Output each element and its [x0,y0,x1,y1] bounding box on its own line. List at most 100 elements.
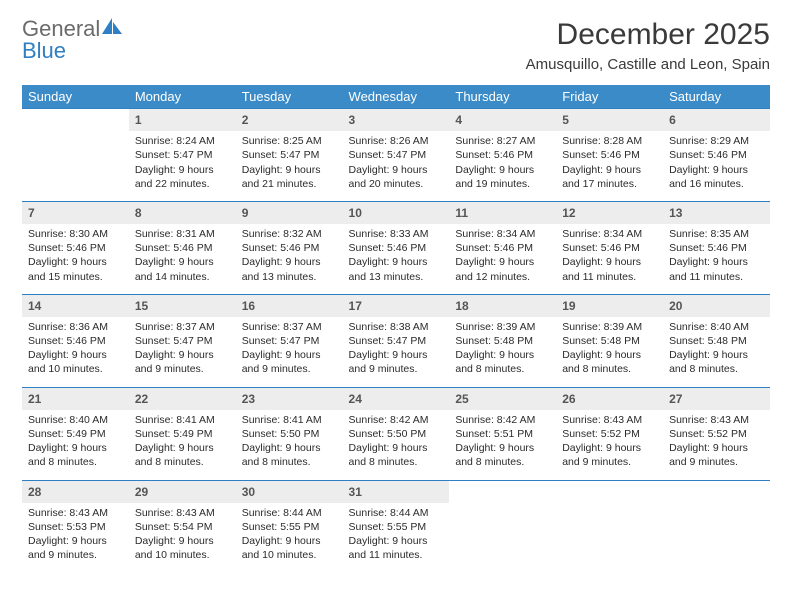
daylight-text: Daylight: 9 hours and 22 minutes. [135,163,230,191]
sunrise-text: Sunrise: 8:44 AM [349,506,444,520]
daylight-text: Daylight: 9 hours and 21 minutes. [242,163,337,191]
day-number-cell: 11 [449,201,556,224]
sunset-text: Sunset: 5:47 PM [135,148,230,162]
page-title: December 2025 [526,18,770,52]
sunrise-text: Sunrise: 8:41 AM [242,413,337,427]
day-number-cell: 22 [129,387,236,410]
day-detail-cell: Sunrise: 8:28 AMSunset: 5:46 PMDaylight:… [556,131,663,201]
day-number-cell: 5 [556,109,663,132]
day-number-cell: 29 [129,480,236,503]
sunrise-text: Sunrise: 8:44 AM [242,506,337,520]
sunset-text: Sunset: 5:47 PM [135,334,230,348]
day-detail-cell: Sunrise: 8:29 AMSunset: 5:46 PMDaylight:… [663,131,770,201]
day-detail-cell: Sunrise: 8:27 AMSunset: 5:46 PMDaylight:… [449,131,556,201]
calendar-head: Sunday Monday Tuesday Wednesday Thursday… [22,85,770,109]
detail-row: Sunrise: 8:24 AMSunset: 5:47 PMDaylight:… [22,131,770,201]
day-detail-cell: Sunrise: 8:40 AMSunset: 5:49 PMDaylight:… [22,410,129,480]
day-number-cell: 1 [129,109,236,132]
day-detail-cell: Sunrise: 8:37 AMSunset: 5:47 PMDaylight:… [236,317,343,387]
day-number-cell: 12 [556,201,663,224]
day-detail-cell: Sunrise: 8:41 AMSunset: 5:49 PMDaylight:… [129,410,236,480]
detail-row: Sunrise: 8:36 AMSunset: 5:46 PMDaylight:… [22,317,770,387]
day-number-cell [22,109,129,132]
day-detail-cell [449,503,556,573]
sunrise-text: Sunrise: 8:27 AM [455,134,550,148]
sunset-text: Sunset: 5:50 PM [242,427,337,441]
sunset-text: Sunset: 5:50 PM [349,427,444,441]
sunset-text: Sunset: 5:47 PM [349,334,444,348]
day-detail-cell: Sunrise: 8:34 AMSunset: 5:46 PMDaylight:… [449,224,556,294]
sunrise-text: Sunrise: 8:30 AM [28,227,123,241]
day-number-cell: 15 [129,294,236,317]
daynum-row: 28293031 [22,480,770,503]
sunset-text: Sunset: 5:52 PM [669,427,764,441]
day-detail-cell: Sunrise: 8:43 AMSunset: 5:54 PMDaylight:… [129,503,236,573]
sunrise-text: Sunrise: 8:33 AM [349,227,444,241]
sunrise-text: Sunrise: 8:41 AM [135,413,230,427]
daylight-text: Daylight: 9 hours and 11 minutes. [562,255,657,283]
day-number-cell: 27 [663,387,770,410]
day-detail-cell: Sunrise: 8:43 AMSunset: 5:52 PMDaylight:… [663,410,770,480]
day-detail-cell: Sunrise: 8:43 AMSunset: 5:53 PMDaylight:… [22,503,129,573]
day-detail-cell: Sunrise: 8:30 AMSunset: 5:46 PMDaylight:… [22,224,129,294]
day-detail-cell: Sunrise: 8:26 AMSunset: 5:47 PMDaylight:… [343,131,450,201]
brand-blue: Blue [22,38,66,63]
calendar-body: 123456Sunrise: 8:24 AMSunset: 5:47 PMDay… [22,109,770,573]
weekday-row: Sunday Monday Tuesday Wednesday Thursday… [22,85,770,109]
sunrise-text: Sunrise: 8:37 AM [135,320,230,334]
calendar-page: General Blue December 2025 Amusquillo, C… [0,0,792,590]
sunrise-text: Sunrise: 8:34 AM [455,227,550,241]
day-number-cell: 19 [556,294,663,317]
sunrise-text: Sunrise: 8:40 AM [669,320,764,334]
daylight-text: Daylight: 9 hours and 10 minutes. [28,348,123,376]
weekday-header: Monday [129,85,236,109]
sunset-text: Sunset: 5:49 PM [28,427,123,441]
sunrise-text: Sunrise: 8:42 AM [349,413,444,427]
day-detail-cell: Sunrise: 8:31 AMSunset: 5:46 PMDaylight:… [129,224,236,294]
daylight-text: Daylight: 9 hours and 12 minutes. [455,255,550,283]
detail-row: Sunrise: 8:30 AMSunset: 5:46 PMDaylight:… [22,224,770,294]
sunrise-text: Sunrise: 8:32 AM [242,227,337,241]
sunset-text: Sunset: 5:46 PM [669,148,764,162]
detail-row: Sunrise: 8:43 AMSunset: 5:53 PMDaylight:… [22,503,770,573]
day-detail-cell: Sunrise: 8:35 AMSunset: 5:46 PMDaylight:… [663,224,770,294]
day-number-cell: 17 [343,294,450,317]
day-detail-cell: Sunrise: 8:24 AMSunset: 5:47 PMDaylight:… [129,131,236,201]
day-number-cell: 23 [236,387,343,410]
daylight-text: Daylight: 9 hours and 11 minutes. [349,534,444,562]
daylight-text: Daylight: 9 hours and 10 minutes. [242,534,337,562]
daynum-row: 14151617181920 [22,294,770,317]
day-number-cell: 9 [236,201,343,224]
sunset-text: Sunset: 5:54 PM [135,520,230,534]
day-number-cell [556,480,663,503]
sunset-text: Sunset: 5:46 PM [455,241,550,255]
brand-text: General Blue [22,18,124,62]
weekday-header: Thursday [449,85,556,109]
sunset-text: Sunset: 5:49 PM [135,427,230,441]
sunrise-text: Sunrise: 8:43 AM [669,413,764,427]
weekday-header: Tuesday [236,85,343,109]
sunrise-text: Sunrise: 8:43 AM [28,506,123,520]
day-number-cell: 31 [343,480,450,503]
sunset-text: Sunset: 5:46 PM [242,241,337,255]
day-number-cell: 30 [236,480,343,503]
sunset-text: Sunset: 5:48 PM [669,334,764,348]
sunrise-text: Sunrise: 8:31 AM [135,227,230,241]
day-detail-cell: Sunrise: 8:33 AMSunset: 5:46 PMDaylight:… [343,224,450,294]
title-block: December 2025 Amusquillo, Castille and L… [526,18,770,73]
day-number-cell [663,480,770,503]
day-detail-cell [22,131,129,201]
day-detail-cell: Sunrise: 8:32 AMSunset: 5:46 PMDaylight:… [236,224,343,294]
sunset-text: Sunset: 5:51 PM [455,427,550,441]
day-detail-cell: Sunrise: 8:40 AMSunset: 5:48 PMDaylight:… [663,317,770,387]
daylight-text: Daylight: 9 hours and 9 minutes. [28,534,123,562]
day-number-cell: 3 [343,109,450,132]
day-number-cell: 14 [22,294,129,317]
day-number-cell: 21 [22,387,129,410]
day-number-cell: 20 [663,294,770,317]
day-detail-cell [556,503,663,573]
sunrise-text: Sunrise: 8:25 AM [242,134,337,148]
sunset-text: Sunset: 5:46 PM [562,241,657,255]
day-number-cell: 10 [343,201,450,224]
daylight-text: Daylight: 9 hours and 14 minutes. [135,255,230,283]
